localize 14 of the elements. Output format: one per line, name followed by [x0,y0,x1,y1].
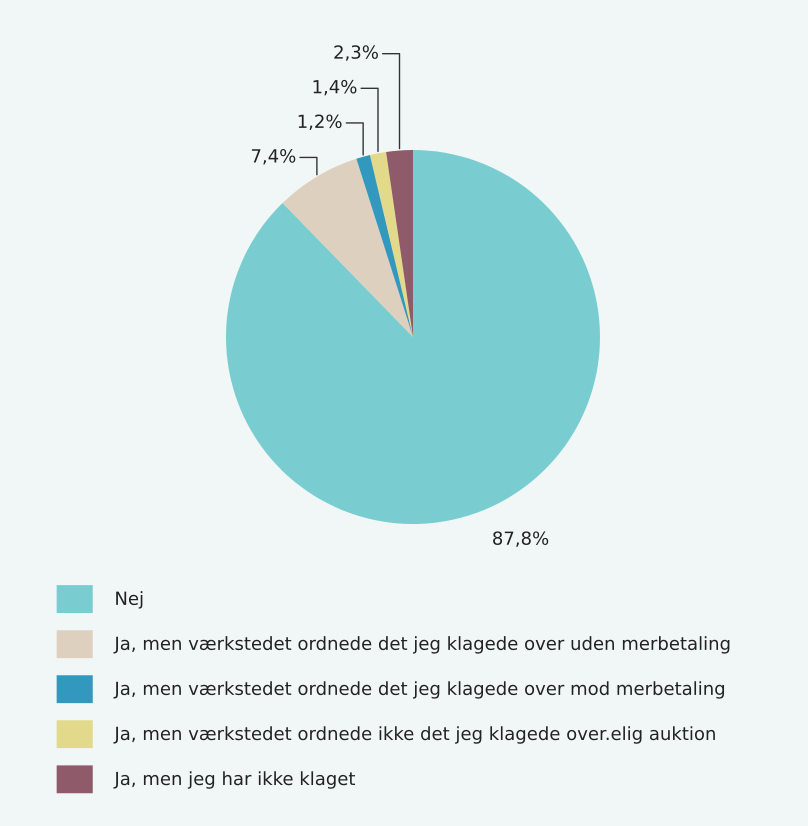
data-label: 2,3% [334,45,378,61]
pie-slice [370,152,413,337]
legend-label: Ja, men værkstedet ordnede det jeg klagede over mod merbetaling [113,681,724,699]
pie-slice [356,155,413,337]
data-label: 1,4% [314,80,356,96]
pie-slice [386,150,413,337]
data-label: 1,2% [298,114,342,130]
data-label: 7,4% [252,149,296,165]
data-label: 87,8% [493,531,548,547]
legend-label: Ja, men jeg har ikke klaget [113,771,356,789]
legend-label: Ja, men værkstedet ordnede det jeg klagede over uden merbetaling [113,636,730,654]
legend-label: Ja, men værkstedet ordnede ikke det jeg klagede over.elig auktion [113,726,715,744]
legend-label: Nej [116,591,142,609]
pie-slice [226,150,600,524]
